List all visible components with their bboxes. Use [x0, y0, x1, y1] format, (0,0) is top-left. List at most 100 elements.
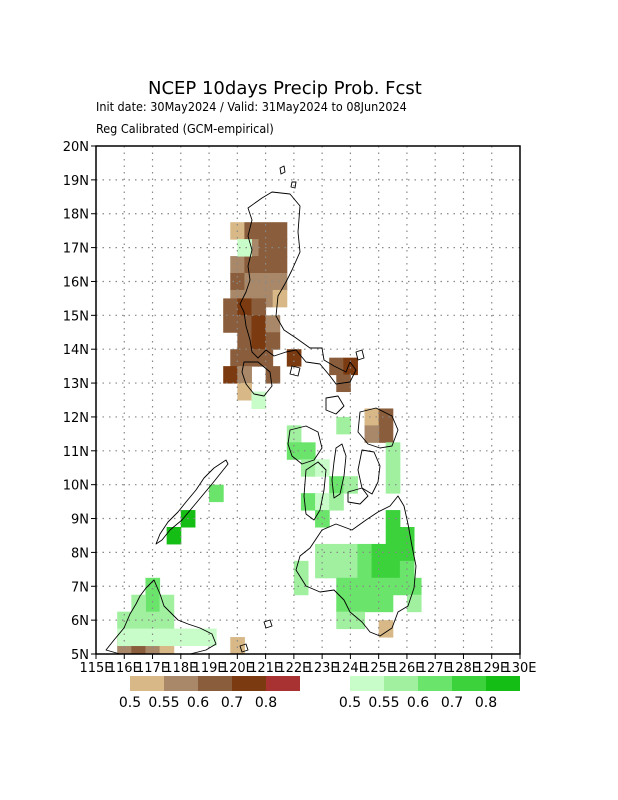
lon-tick-label: 117E	[136, 661, 169, 676]
wet-probability-cell	[385, 459, 401, 477]
wet-probability-cell	[385, 510, 401, 528]
lat-tick-label: 11N	[63, 445, 89, 460]
lat-tick-label: 19N	[63, 174, 89, 189]
lon-tick-label: 128E	[447, 661, 480, 676]
lon-tick-label: 124E	[334, 661, 367, 676]
wet-probability-cell	[378, 594, 394, 613]
lat-tick-label: 7N	[71, 580, 89, 595]
dry-probability-cell	[265, 366, 281, 384]
wet-probability-cell	[166, 527, 182, 545]
wet-probability-cell	[300, 442, 316, 460]
dry-probability-cell	[329, 357, 344, 376]
dry-probability-cell	[237, 315, 252, 333]
batanes-small-coast	[290, 181, 297, 189]
dry-probability-cell	[378, 620, 394, 638]
wet-probability-cell	[315, 510, 330, 528]
dry-probability-cell	[265, 315, 281, 333]
coastline	[105, 165, 417, 655]
wet-probability-cell	[336, 594, 351, 613]
wet-probability-cell	[315, 493, 330, 511]
legend-wet-swatch	[452, 676, 486, 691]
legend-dry-label: 0.5	[119, 695, 141, 711]
lat-tick-label: 20N	[63, 140, 89, 155]
wet-probability-cell	[117, 628, 132, 647]
wet-probability-cell	[315, 459, 330, 477]
wet-probability-cell	[202, 628, 217, 647]
legend-dry-swatch	[130, 676, 164, 691]
lat-tick-label: 12N	[63, 411, 89, 426]
dry-probability-cell	[223, 366, 238, 384]
lon-tick-label: 122E	[277, 661, 310, 676]
mindanao-coast	[295, 495, 417, 637]
wet-probability-cell	[159, 628, 175, 647]
lon-tick-label: 119E	[193, 661, 226, 676]
lon-tick-label: 126E	[390, 661, 423, 676]
lon-tick-label: 116E	[108, 661, 141, 676]
lat-tick-label: 8N	[71, 546, 89, 561]
lat-tick-label: 18N	[63, 208, 89, 223]
dry-probability-cell	[223, 315, 238, 333]
lon-tick-label: 120E	[221, 661, 254, 676]
wet-probability-cell	[350, 594, 366, 613]
wet-probability-cell	[159, 611, 175, 630]
wet-probability-cell	[392, 577, 408, 596]
wet-probability-cell	[237, 239, 252, 257]
map-frame	[95, 145, 521, 655]
legend-dry-swatch	[232, 676, 266, 691]
lat-tick-label: 6N	[71, 614, 89, 629]
legend-wet-label: 0.8	[475, 695, 497, 711]
wet-probability-cell	[329, 493, 344, 511]
wet-probability-cell	[336, 416, 351, 435]
wet-probability-cell	[385, 527, 401, 545]
legend-dry-swatch	[164, 676, 198, 691]
wet-probability-cell	[209, 484, 224, 503]
palawan-coast	[155, 459, 229, 545]
dry-probability-cell	[251, 332, 267, 350]
dry-probability-cell	[251, 298, 267, 316]
lat-tick-label: 9N	[71, 513, 89, 528]
wet-probability-cell	[300, 493, 316, 511]
lat-tick-label: 15N	[63, 309, 89, 324]
dry-probability-cell	[272, 222, 288, 240]
dry-probability-cell	[272, 256, 288, 274]
wet-probability-cell	[145, 628, 161, 647]
wet-probability-cell	[357, 543, 373, 562]
dry-probability-cell	[244, 256, 260, 274]
wet-probability-cell	[145, 611, 161, 630]
legend-wet-label: 0.55	[368, 695, 399, 711]
dry-probability-cell	[378, 408, 394, 426]
lat-tick-label: 14N	[63, 343, 89, 358]
wet-probability-cell	[159, 594, 175, 613]
legend-wet-label: 0.6	[407, 695, 429, 711]
legend-dry-swatch	[198, 676, 232, 691]
dry-probability-cell	[237, 332, 252, 350]
lat-tick-label: 16N	[63, 275, 89, 290]
lon-tick-label: 130E	[503, 661, 536, 676]
map-gridlines	[96, 146, 520, 654]
wet-probability-cell	[385, 442, 401, 460]
wet-probability-cell	[364, 594, 380, 613]
wet-probability-cell	[293, 577, 309, 596]
cebu-coast	[331, 443, 347, 499]
lon-tick-label: 123E	[306, 661, 339, 676]
wet-probability-cell	[131, 611, 146, 630]
legend-dry-label: 0.8	[255, 695, 277, 711]
dry-probability-cell	[364, 425, 380, 443]
dry-probability-cell	[251, 315, 267, 333]
catanduanes-coast	[355, 349, 365, 361]
wet-probability-cell	[385, 560, 401, 579]
wet-probability-cell	[399, 543, 415, 562]
wet-probability-cell	[385, 543, 401, 562]
dry-probability-cell	[237, 383, 252, 401]
dry-probability-cell	[286, 349, 302, 367]
lat-tick-label: 10N	[63, 479, 89, 494]
wet-probability-cell	[357, 560, 373, 579]
wet-probability-cell	[378, 577, 394, 596]
dry-probability-cell	[223, 298, 238, 316]
map-axis-labels: 5N 6N 7N 8N 9N 10N 11N 12N 13N 14N 15N 16N 17N 18N 19N…	[63, 140, 537, 676]
dry-probability-cell	[343, 357, 358, 376]
dry-probability-cell	[364, 408, 380, 426]
dry-probability-cell	[272, 289, 288, 308]
wet-probability-cell	[131, 628, 146, 647]
